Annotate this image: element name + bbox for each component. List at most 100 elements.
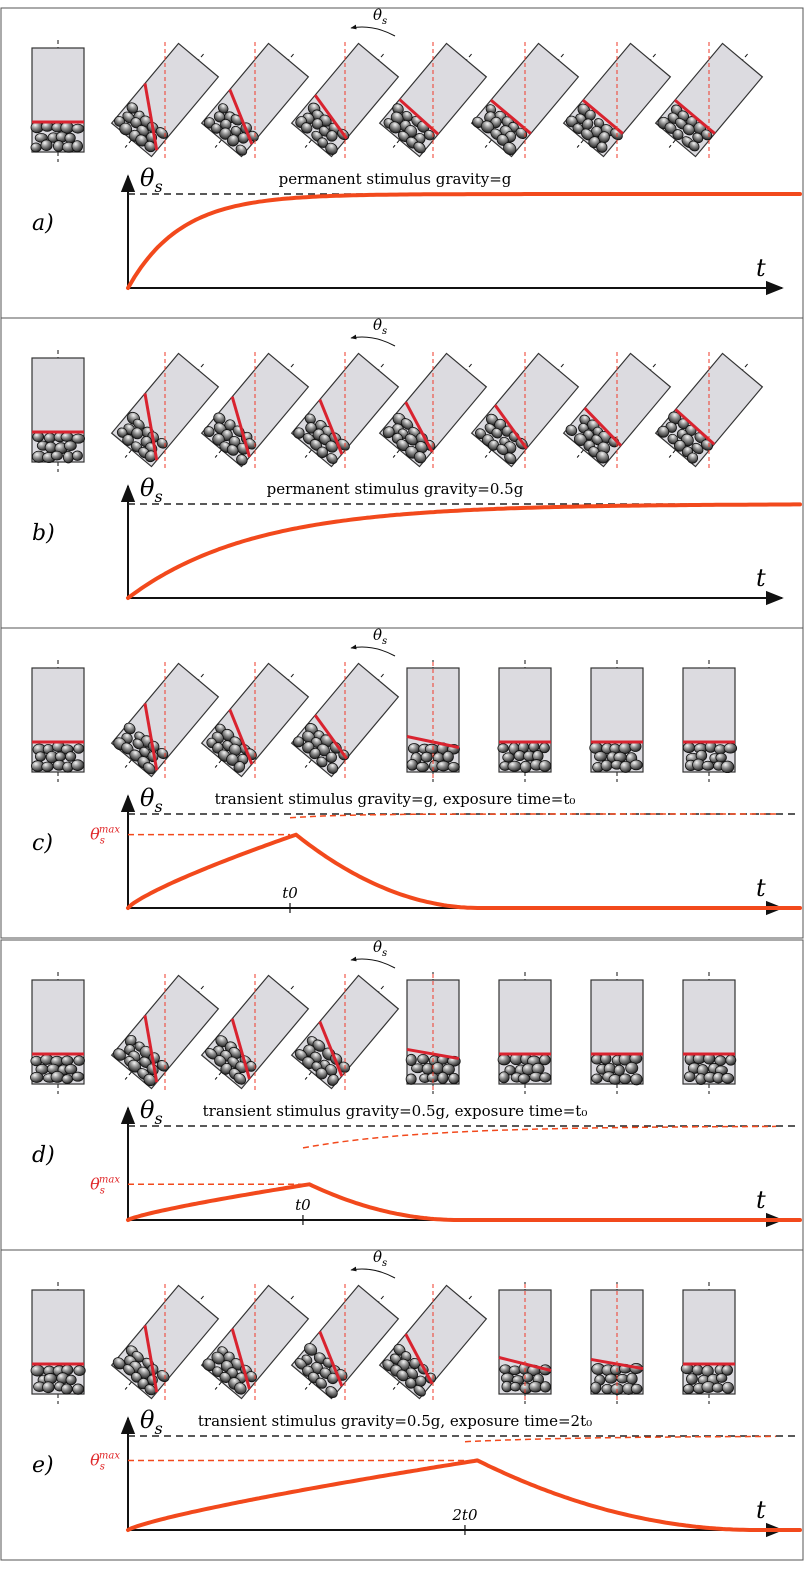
grain [595, 450, 609, 464]
free-surface [143, 83, 159, 151]
statolith-frame: θs [290, 6, 400, 160]
grain [41, 761, 54, 772]
statolith-frame: θs [290, 1248, 400, 1402]
theta-axis-label: θs [140, 784, 163, 816]
grain-pile [30, 1364, 86, 1395]
grain [233, 761, 246, 773]
grain [701, 760, 715, 771]
grain [618, 1073, 632, 1085]
statolith-frame [200, 1284, 310, 1402]
statolith-frame [562, 42, 672, 160]
grain-pile [657, 104, 713, 152]
free-surface [143, 393, 159, 461]
grain [497, 743, 509, 754]
grain [156, 1370, 170, 1383]
grain [415, 761, 429, 773]
free-surface [318, 1330, 344, 1387]
panel-border [0, 1249, 804, 1561]
theta-marker-label: θs [373, 626, 387, 647]
panel-caption: permanent stimulus gravity=0.5g [267, 480, 524, 498]
grain [327, 1074, 339, 1086]
grain [629, 759, 643, 771]
statolith-frame [110, 352, 220, 470]
grain [442, 1063, 455, 1076]
grain [581, 118, 594, 131]
grain [61, 1074, 74, 1084]
free-surface [581, 98, 624, 135]
panel-e: θs θs t e) transient stimulus gravity=0.5g, … [0, 1248, 804, 1561]
grain [539, 1072, 552, 1083]
grain-pile [205, 1035, 257, 1085]
theta-marker-label: θs [373, 316, 387, 337]
grain [447, 761, 460, 773]
theta-axis-label: θs [140, 474, 163, 506]
grain [143, 1073, 156, 1087]
grain [60, 1383, 73, 1395]
grain [54, 751, 66, 762]
grain-pile [475, 413, 528, 465]
free-surface [313, 94, 348, 140]
grain [406, 758, 418, 771]
grain-pile [293, 413, 350, 465]
statolith-frame [200, 352, 310, 470]
grain [60, 432, 74, 442]
panel-caption: transient stimulus gravity=0.5g, exposur… [198, 1412, 592, 1430]
grain [417, 1053, 430, 1065]
grain [625, 1061, 639, 1075]
grain-pile [565, 103, 623, 153]
grain [144, 1384, 156, 1396]
grain-pile [202, 1346, 257, 1395]
grain-pile [383, 103, 435, 154]
grain-pile [405, 1053, 461, 1085]
grain [71, 759, 85, 771]
statolith-frame [470, 42, 580, 160]
grain-pile [682, 741, 738, 774]
grain [73, 1365, 86, 1376]
statolith-frame [498, 1282, 552, 1404]
grain-pile [590, 1363, 643, 1395]
response-curve [126, 1458, 802, 1532]
free-surface [583, 407, 623, 447]
grain [723, 742, 738, 754]
grain [203, 426, 215, 438]
grain [388, 121, 402, 134]
potential-curve [289, 813, 776, 819]
statolith-frame [110, 42, 220, 160]
panel-label: b) [32, 521, 55, 546]
statolith-frame [405, 972, 461, 1094]
statolith-frame [110, 1284, 220, 1402]
response-curve [126, 502, 802, 600]
statolith-frame [562, 352, 672, 470]
grain [498, 1071, 510, 1084]
panels-layer: θs θs t a) permanent stimulus gravity=g θs θs t… [0, 6, 804, 1561]
grain [30, 142, 42, 153]
grain [604, 1373, 618, 1384]
grain [65, 1374, 77, 1386]
statolith-frame [682, 972, 737, 1094]
grain [715, 1373, 728, 1383]
grain [71, 1071, 85, 1082]
grain [596, 141, 608, 153]
grain [142, 762, 156, 775]
free-surface [489, 98, 532, 135]
grain [504, 452, 517, 465]
statolith-frame [30, 40, 85, 162]
free-surface [398, 98, 440, 136]
statolith-frame [682, 660, 738, 782]
grain [42, 1381, 55, 1394]
grain [507, 760, 522, 772]
grain [32, 431, 45, 443]
grain [619, 760, 632, 773]
grain-pile [203, 412, 257, 466]
grain [63, 440, 77, 452]
grain [502, 752, 515, 763]
grain [213, 412, 226, 425]
panel-caption: transient stimulus gravity=g, exposure t… [215, 790, 576, 808]
grain [326, 130, 338, 142]
grain [413, 141, 426, 154]
grain [657, 425, 670, 438]
grain [691, 442, 704, 455]
statolith-frame [31, 660, 85, 782]
grain-pile [591, 1053, 643, 1086]
grain [226, 444, 239, 456]
